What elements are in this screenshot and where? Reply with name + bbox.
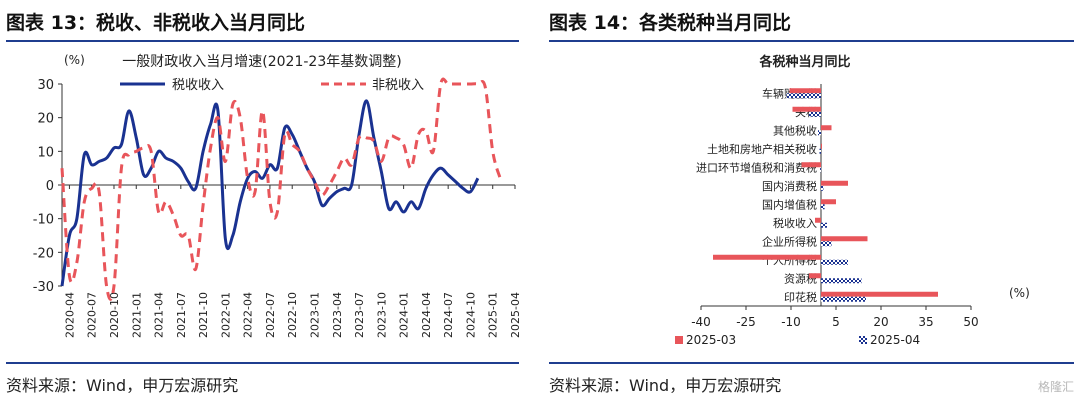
- category-label: 企业所得税: [762, 234, 817, 248]
- bar-2025-04: [821, 185, 824, 191]
- bar-2025-03: [821, 236, 868, 242]
- left-title-rule: [6, 40, 519, 42]
- y-tick-label: -20: [33, 246, 54, 261]
- x-tick-label: 2021-04: [153, 292, 166, 338]
- x-tick-label: 2022-07: [264, 292, 277, 338]
- category-label: 资源税: [784, 271, 817, 285]
- bar-2025-04: [809, 111, 821, 117]
- bar-2025-04: [821, 222, 827, 228]
- y-tick-label: 10: [37, 145, 54, 160]
- x-tick-label: 50: [963, 315, 978, 329]
- bar-2025-04: [786, 93, 821, 99]
- right-title-rule: [549, 40, 1074, 42]
- y-tick-label: -10: [33, 213, 54, 228]
- legend-label-2025-04: 2025-04: [870, 333, 920, 347]
- left-figure-panel: 图表 13：税收、非税收入当月同比 一般财政收入当月增速(2021-23年基数调…: [0, 0, 525, 406]
- right-figure-title: 图表 14：各类税种当月同比: [549, 12, 792, 34]
- bar-2025-03: [792, 106, 821, 112]
- x-tick-label: 2020-07: [86, 292, 99, 338]
- bar-2025-03: [789, 88, 821, 94]
- x-tick-label: 2024-10: [464, 292, 477, 338]
- bar-2025-03: [815, 217, 821, 223]
- bar-2025-04: [821, 278, 862, 284]
- category-label: 土地和房地产相关税收: [707, 142, 817, 156]
- x-tick-label: 35: [918, 315, 933, 329]
- x-tick-label: 2022-01: [219, 292, 232, 338]
- x-tick-label: -25: [736, 315, 756, 329]
- x-tick-label: 2020-04: [63, 292, 76, 338]
- bar-2025-04: [821, 296, 866, 302]
- x-tick-label: 20: [873, 315, 888, 329]
- line-chart-axes: -30 -20 -10 0 10 20 30 2020-04 2020-07 2020-10 202…: [33, 78, 522, 338]
- x-tick-label: 2023-04: [331, 292, 344, 338]
- legend-label-tax: 税收收入: [172, 78, 224, 93]
- y-tick-label: 0: [46, 179, 54, 194]
- x-tick-label: 2021-10: [197, 292, 210, 338]
- x-tick-label: 2025-01: [487, 292, 500, 338]
- right-figure-panel: 图表 14：各类税种当月同比 各税种当月同比 (%) -40 -25 -10 5 20 3…: [543, 0, 1080, 406]
- legend-label-2025-03: 2025-03: [686, 333, 736, 347]
- left-figure-title: 图表 13：税收、非税收入当月同比: [6, 12, 306, 34]
- category-label: 进口环节增值税和消费税: [696, 160, 817, 174]
- x-tick-label: 2023-10: [375, 292, 388, 338]
- bar-chart-title: 各税种当月同比: [758, 54, 850, 70]
- bar-2025-04: [821, 259, 848, 265]
- y-tick-label: -30: [33, 280, 54, 295]
- x-tick-label: 2023-01: [308, 292, 321, 338]
- bar-2025-03: [821, 143, 822, 149]
- right-source-note: 资料来源：Wind，申万宏源研究: [549, 376, 782, 395]
- line-chart: 一般财政收入当月增速(2021-23年基数调整) (%) 税收收入 非税收入 -…: [33, 53, 522, 338]
- category-label: 印花税: [784, 290, 817, 304]
- bar-2025-03: [821, 180, 848, 186]
- bar-chart: 各税种当月同比 (%) -40-25-105203550车辆购置税关税其他税收土…: [675, 54, 1030, 347]
- bar-2025-03: [821, 199, 836, 205]
- bar-2025-03: [809, 273, 821, 279]
- x-tick-label: 2022-10: [286, 292, 299, 338]
- bar-chart-bars: [713, 88, 938, 302]
- x-tick-label: 2023-07: [353, 292, 366, 338]
- bar-chart-legend: 2025-03 2025-04: [675, 333, 920, 347]
- x-tick-label: 2024-04: [420, 292, 433, 338]
- line-chart-ylabel: (%): [64, 53, 85, 67]
- right-source-rule: [549, 362, 1074, 364]
- left-source-note: 资料来源：Wind，申万宏源研究: [6, 376, 239, 395]
- line-chart-legend: 税收收入 非税收入: [120, 78, 424, 93]
- watermark-logo: 格隆汇: [1037, 380, 1074, 394]
- legend-label-nontax: 非税收入: [372, 78, 424, 93]
- bar-2025-04: [821, 204, 825, 210]
- x-tick-label: 2025-04: [509, 292, 522, 338]
- category-label: 国内增值税: [762, 197, 817, 211]
- x-tick-label: 2021-07: [175, 292, 188, 338]
- category-label: 其他税收: [773, 123, 817, 137]
- category-label: 国内消费税: [762, 179, 817, 193]
- left-source-rule: [6, 362, 519, 364]
- y-tick-label: 20: [37, 112, 54, 127]
- x-tick-label: 2021-01: [130, 292, 143, 338]
- x-tick-label: -10: [781, 315, 801, 329]
- legend-swatch-2025-03: [675, 336, 683, 344]
- line-chart-series: [60, 77, 502, 301]
- line-chart-title: 一般财政收入当月增速(2021-23年基数调整): [122, 53, 401, 70]
- x-tick-label: 2022-04: [242, 292, 255, 338]
- bar-2025-04: [819, 148, 821, 154]
- bar-2025-04: [818, 130, 821, 136]
- bar-2025-03: [821, 125, 832, 131]
- bar-2025-03: [801, 162, 821, 168]
- x-tick-label: 5: [832, 315, 840, 329]
- x-tick-label: -40: [691, 315, 711, 329]
- category-label: 税收收入: [773, 216, 817, 230]
- bar-chart-xlabel: (%): [1009, 286, 1030, 300]
- bar-2025-03: [713, 254, 821, 260]
- y-tick-label: 30: [37, 78, 54, 93]
- x-tick-label: 2024-07: [442, 292, 455, 338]
- bar-2025-04: [821, 241, 832, 247]
- x-tick-label: 2020-10: [108, 292, 121, 338]
- legend-swatch-2025-04: [859, 336, 867, 344]
- bar-2025-04: [820, 167, 822, 173]
- x-tick-label: 2024-01: [398, 292, 411, 338]
- bar-2025-03: [821, 291, 938, 297]
- series-line-nontax-revenue: [60, 77, 502, 301]
